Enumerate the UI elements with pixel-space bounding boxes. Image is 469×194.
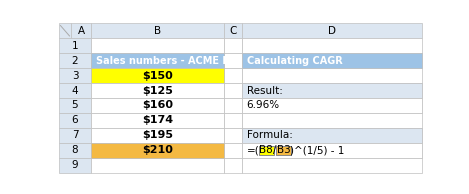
Bar — [59, 98, 91, 113]
Bar — [59, 68, 91, 83]
Bar — [276, 146, 291, 155]
Bar — [258, 146, 274, 155]
Bar — [242, 53, 422, 68]
Bar — [91, 143, 224, 158]
Text: 5: 5 — [72, 100, 78, 110]
Bar — [242, 98, 422, 113]
Text: Sales numbers - ACME Inc.: Sales numbers - ACME Inc. — [96, 56, 242, 66]
Bar — [91, 38, 224, 53]
Text: B8: B8 — [259, 145, 273, 155]
Bar — [91, 53, 224, 68]
Text: $150: $150 — [142, 71, 173, 81]
Text: 8: 8 — [72, 145, 78, 155]
Bar — [224, 53, 242, 68]
Bar — [242, 68, 422, 83]
Text: /: / — [273, 145, 277, 155]
Text: A: A — [78, 26, 85, 36]
Bar — [224, 38, 242, 53]
Text: C: C — [229, 26, 237, 36]
Bar — [242, 83, 422, 98]
Bar — [224, 113, 242, 128]
Text: D: D — [328, 26, 336, 36]
Bar — [91, 128, 224, 143]
Bar — [91, 53, 224, 68]
Bar — [224, 68, 242, 83]
Bar — [242, 98, 422, 113]
Bar — [91, 113, 224, 128]
Bar — [59, 113, 91, 128]
Text: 2: 2 — [72, 56, 78, 66]
Bar — [91, 83, 224, 98]
Text: 4: 4 — [72, 86, 78, 95]
Bar — [91, 158, 224, 173]
Bar — [242, 143, 422, 158]
Bar — [242, 158, 422, 173]
Text: 3: 3 — [72, 71, 78, 81]
Bar — [59, 158, 91, 173]
Bar — [59, 83, 91, 98]
Bar — [224, 23, 242, 38]
Text: $125: $125 — [142, 86, 173, 95]
Bar — [91, 113, 224, 128]
Text: 6.96%: 6.96% — [247, 100, 280, 110]
Bar — [91, 98, 224, 113]
Bar — [242, 53, 422, 68]
Text: $160: $160 — [142, 100, 173, 110]
Text: )^(1/5) - 1: )^(1/5) - 1 — [290, 145, 345, 155]
Text: Formula:: Formula: — [247, 130, 292, 140]
Text: 1: 1 — [72, 41, 78, 51]
Text: B3: B3 — [277, 145, 290, 155]
Text: $195: $195 — [142, 130, 173, 140]
Bar — [59, 23, 71, 38]
Bar — [224, 143, 242, 158]
Bar — [91, 128, 224, 143]
Bar — [59, 128, 91, 143]
Text: Result:: Result: — [247, 86, 282, 95]
Text: $210: $210 — [142, 145, 173, 155]
Bar — [91, 23, 224, 38]
Text: Calculating CAGR: Calculating CAGR — [247, 56, 342, 66]
Text: 9: 9 — [72, 160, 78, 170]
Bar — [224, 158, 242, 173]
Bar — [242, 38, 422, 53]
Bar — [242, 113, 422, 128]
Bar — [91, 83, 224, 98]
Text: 7: 7 — [72, 130, 78, 140]
Text: 6: 6 — [72, 115, 78, 125]
Text: B: B — [154, 26, 161, 36]
Bar — [242, 83, 422, 98]
Bar — [242, 128, 422, 143]
Bar — [71, 23, 91, 38]
Bar — [242, 23, 422, 38]
Text: $174: $174 — [142, 115, 173, 125]
Bar — [224, 128, 242, 143]
Text: =(: =( — [247, 145, 259, 155]
Bar — [91, 68, 224, 83]
Bar — [91, 68, 224, 83]
Bar — [242, 143, 422, 158]
Bar — [59, 143, 91, 158]
Bar — [59, 38, 91, 53]
Bar — [224, 98, 242, 113]
Bar — [59, 53, 91, 68]
Bar — [91, 143, 224, 158]
Bar — [242, 128, 422, 143]
Bar — [224, 83, 242, 98]
Bar — [91, 98, 224, 113]
